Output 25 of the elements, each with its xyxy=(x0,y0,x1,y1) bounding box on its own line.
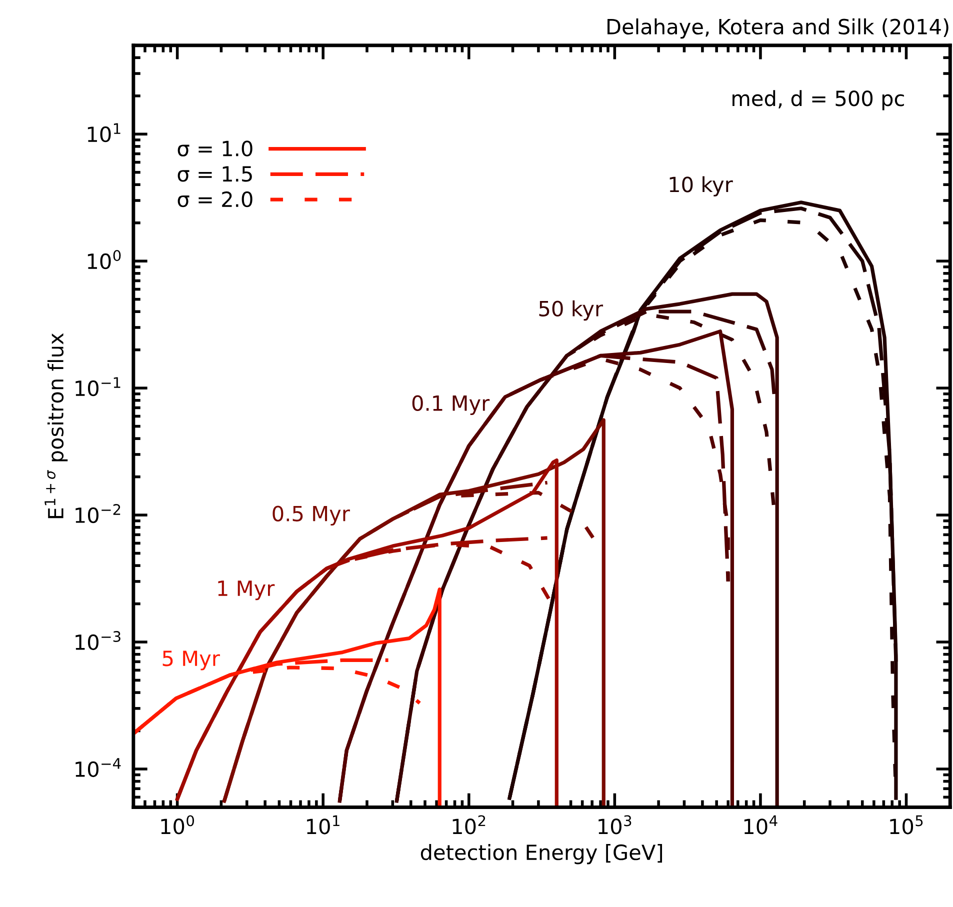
annotation: 1 Myr xyxy=(218,580,275,600)
x-tick-label: 10$^{1}$ xyxy=(307,815,340,834)
annotation: 0.5 Myr xyxy=(272,506,350,526)
annotation: med, d = 500 pc xyxy=(732,90,904,110)
y-tick-label: 10$^{−2}$ xyxy=(76,504,120,524)
y-tick-label: 10$^{−4}$ xyxy=(76,758,121,778)
y-tick-label: 10$^{0}$ xyxy=(88,250,121,270)
annotation: 50 kyr xyxy=(539,300,604,321)
x-tick-label: 10$^{3}$ xyxy=(598,815,632,834)
legend-label: σ = 1.5 xyxy=(178,166,252,182)
y-tick-label: 10$^{−1}$ xyxy=(76,377,120,396)
x-axis-title: detection Energy [GeV] xyxy=(420,844,662,864)
y-tick-label: 10$^{−3}$ xyxy=(76,630,120,650)
x-tick-label: 10$^{0}$ xyxy=(161,815,194,834)
annotation: 0.1 Myr xyxy=(412,395,490,416)
annotation: 10 kyr xyxy=(670,176,733,196)
annotation: 5 Myr xyxy=(162,650,220,670)
x-tick-label: 10$^{5}$ xyxy=(890,815,923,834)
legend-label: σ = 1.0 xyxy=(178,140,252,156)
chart-title: Delahaye, Kotera and Silk (2014) xyxy=(608,18,948,39)
legend-label: σ = 2.0 xyxy=(178,191,252,208)
x-tick-label: 10$^{4}$ xyxy=(744,815,778,834)
y-axis-title: E$^{1+σ}$ positron flux xyxy=(44,333,68,518)
y-tick-label: 10$^{1}$ xyxy=(88,123,120,142)
x-tick-label: 10$^{2}$ xyxy=(452,815,486,834)
